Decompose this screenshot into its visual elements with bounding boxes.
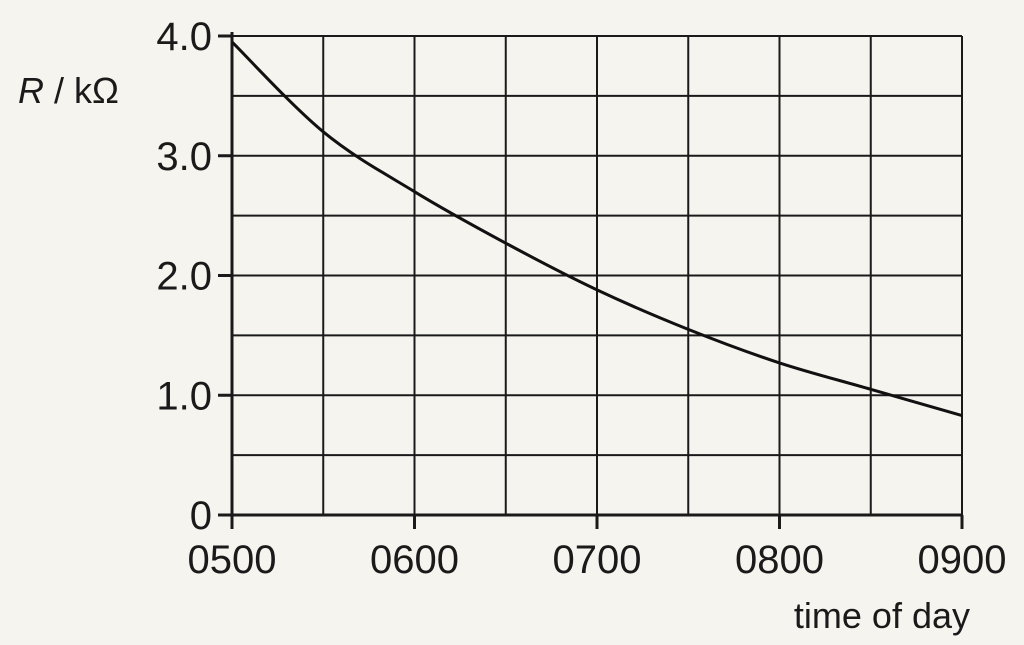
axes bbox=[218, 32, 964, 529]
y-tick-label: 1.0 bbox=[156, 374, 212, 418]
x-tick-label: 0800 bbox=[735, 538, 824, 582]
y-axis-label: R / kΩ bbox=[18, 70, 119, 111]
y-tick-label: 3.0 bbox=[156, 135, 212, 179]
series-group bbox=[230, 40, 963, 418]
x-tick-label: 0900 bbox=[918, 538, 1007, 582]
y-tick-label: 2.0 bbox=[156, 255, 212, 299]
x-tick-label: 0600 bbox=[370, 538, 459, 582]
series-line bbox=[230, 40, 963, 418]
grid bbox=[231, 35, 963, 516]
y-axis-unit: / kΩ bbox=[44, 70, 119, 111]
x-axis-label: time of day bbox=[794, 595, 970, 636]
y-tick-label: 4.0 bbox=[156, 15, 212, 59]
tick-labels: 0 1.0 2.0 3.0 4.0 0500 0600 0700 0800 0900 bbox=[156, 15, 1006, 582]
x-tick-label: 0500 bbox=[188, 538, 277, 582]
y-axis-symbol: R bbox=[18, 70, 44, 111]
x-tick-label: 0700 bbox=[553, 538, 642, 582]
y-tick-label: 0 bbox=[190, 494, 212, 538]
